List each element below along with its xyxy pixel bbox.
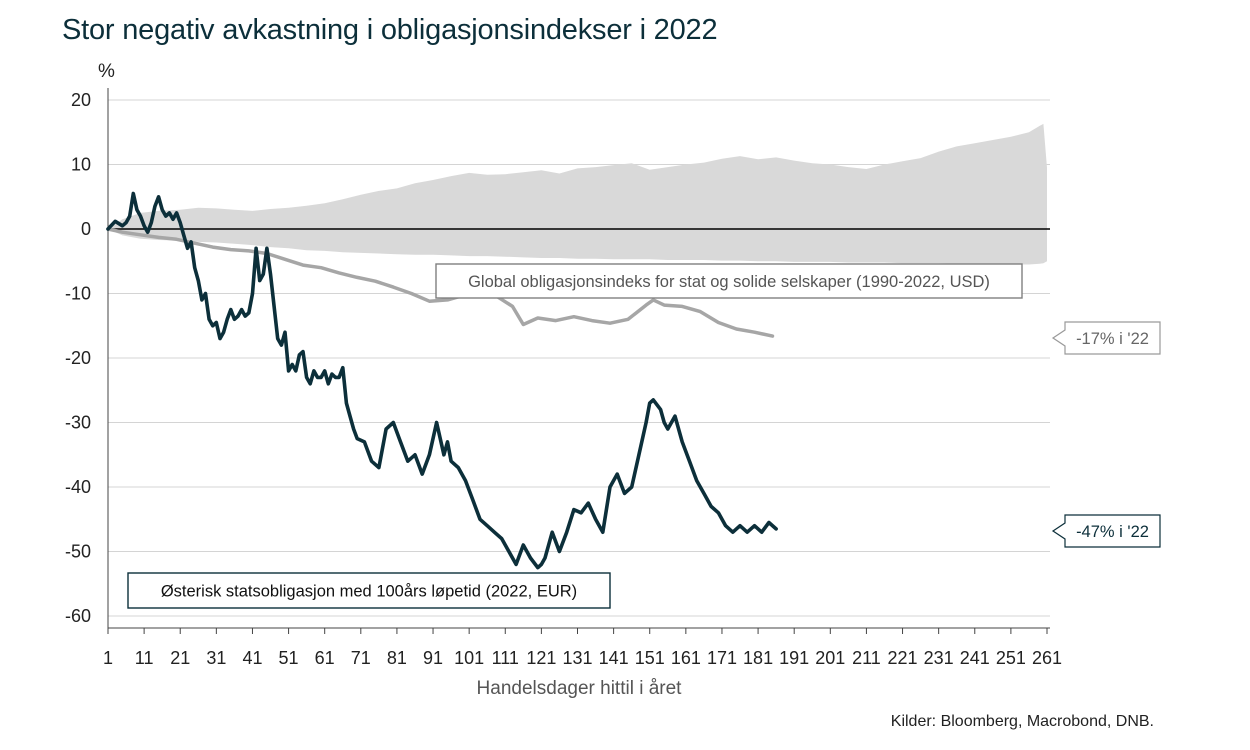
x-tick-label: 141 (599, 648, 629, 668)
y-tick-label: 10 (71, 155, 91, 175)
x-tick-label: 81 (387, 648, 407, 668)
x-tick-label: 91 (423, 648, 443, 668)
x-tick-label: 201 (815, 648, 845, 668)
austrian-end-callout: -47% i '22 (1051, 514, 1161, 548)
global-end-callout-text: -17% i '22 (1076, 330, 1149, 348)
global-end-callout: -17% i '22 (1051, 321, 1161, 355)
x-tick-label: 161 (671, 648, 701, 668)
x-tick-label: 191 (779, 648, 809, 668)
y-axis-unit: % (98, 61, 115, 82)
x-tick-label: 151 (635, 648, 665, 668)
x-tick-label: 71 (351, 648, 371, 668)
austrian-bond-line (106, 191, 778, 570)
x-tick-label: 111 (492, 648, 519, 668)
x-tick-label: 61 (315, 648, 335, 668)
source-note: Kilder: Bloomberg, Macrobond, DNB. (890, 713, 1154, 730)
x-axis-title: Handelsdager hittil i året (477, 678, 683, 699)
x-tick-label: 171 (707, 648, 737, 668)
austrian-end-callout-text: -47% i '22 (1076, 523, 1149, 541)
x-tick-label: 221 (888, 648, 918, 668)
x-tick-label: 211 (852, 648, 881, 668)
y-tick-label: 20 (71, 90, 91, 110)
y-tick-label: -60 (65, 606, 91, 626)
y-tick-label: -30 (65, 413, 91, 433)
x-tick-label: 121 (526, 648, 556, 668)
austrian-bond-label-text: Østerisk statsobligasjon med 100års løpe… (161, 583, 577, 601)
y-tick-label: 0 (81, 219, 91, 239)
x-tick-label: 41 (242, 648, 262, 668)
austrian-end-callout-shape (1051, 514, 1161, 548)
global-index-label-text: Global obligasjonsindeks for stat og sol… (468, 273, 990, 291)
x-tick-label: 51 (279, 648, 299, 668)
historical-range-band (108, 123, 1047, 265)
x-tick-label: 241 (960, 648, 990, 668)
x-tick-label: 21 (170, 648, 190, 668)
austrian-bond-label: Østerisk statsobligasjon med 100års løpe… (127, 572, 611, 609)
austrian-bond-label-box (127, 572, 611, 609)
y-tick-label: -10 (65, 284, 91, 304)
x-tick-label: 31 (206, 648, 226, 668)
x-tick-label: 11 (135, 648, 154, 668)
global-index-label: Global obligasjonsindeks for stat og sol… (435, 263, 1023, 299)
global-index-label-box (435, 263, 1023, 299)
x-tick-label: 131 (562, 648, 592, 668)
y-tick-label: -50 (65, 542, 91, 562)
x-tick-label: 181 (743, 648, 773, 668)
y-tick-label: -20 (65, 348, 91, 368)
x-tick-label: 231 (924, 648, 954, 668)
x-tick-label: 251 (996, 648, 1026, 668)
chart-title: Stor negativ avkastning i obligasjonsind… (62, 14, 718, 46)
x-tick-label: 101 (454, 648, 484, 668)
x-tick-label: 261 (1032, 648, 1062, 668)
y-tick-label: -40 (65, 477, 91, 497)
global-end-callout-shape (1051, 321, 1161, 355)
x-tick-label: 1 (103, 648, 113, 668)
